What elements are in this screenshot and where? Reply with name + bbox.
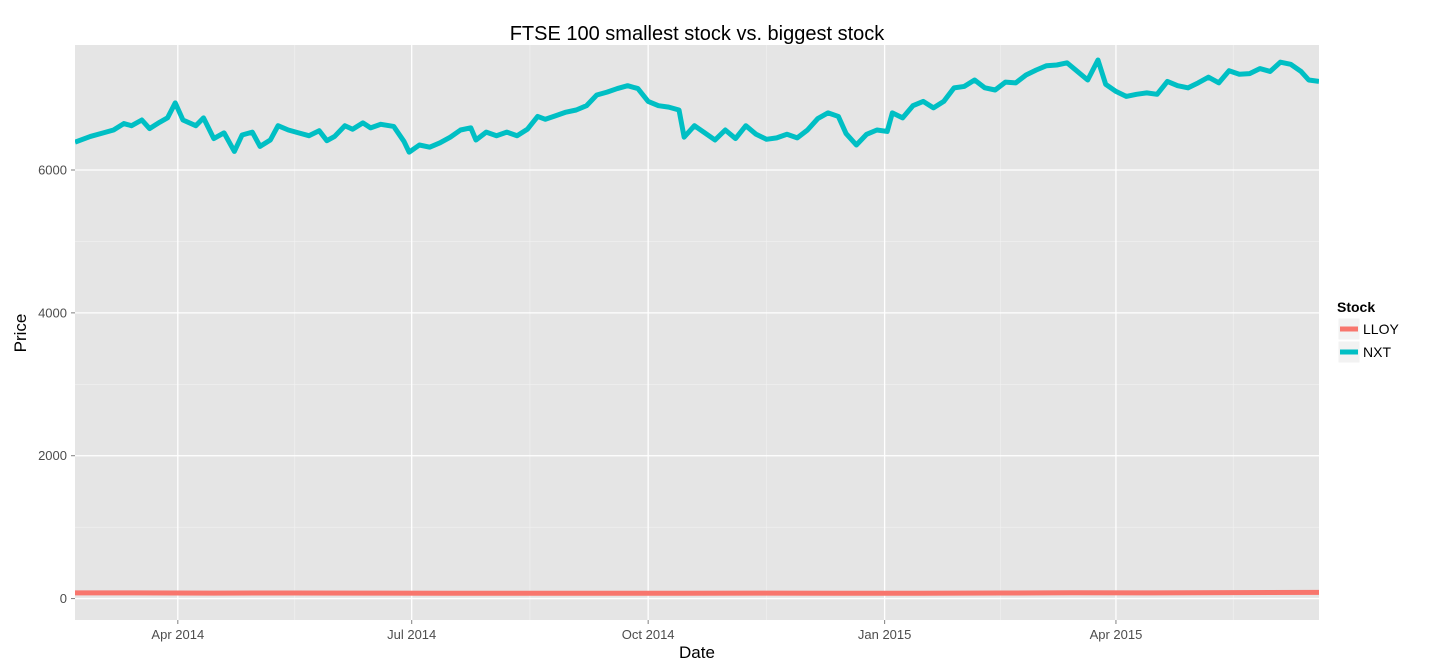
x-tick-label: Jul 2014: [387, 627, 436, 642]
y-tick-label: 4000: [38, 305, 67, 320]
y-tick-label: 6000: [38, 163, 67, 178]
y-tick-label: 0: [60, 591, 67, 606]
x-tick-label: Jan 2015: [858, 627, 912, 642]
x-tick-label: Oct 2014: [622, 627, 675, 642]
x-tick-label: Apr 2014: [151, 627, 204, 642]
y-tick-label: 2000: [38, 448, 67, 463]
series-line-lloy: [75, 589, 1319, 596]
y-axis-title: Price: [11, 314, 30, 353]
y-axis: 0 2000 4000 6000: [38, 163, 75, 606]
legend-items: LLOY NXT: [1337, 317, 1399, 364]
x-tick-label: Apr 2015: [1090, 627, 1143, 642]
major-gridlines: [75, 45, 1319, 620]
x-axis: Apr 2014 Jul 2014 Oct 2014 Jan 2015 Apr 2015: [151, 620, 1142, 642]
plot-background: [75, 45, 1319, 620]
x-axis-title: Date: [679, 643, 715, 662]
series-layer: [75, 57, 1319, 596]
series-line-nxt: [75, 57, 1319, 155]
legend-label-nxt: NXT: [1363, 344, 1391, 360]
legend: Stock LLOY NXT: [1337, 299, 1399, 364]
legend-label-lloy: LLOY: [1363, 321, 1399, 337]
chart-title: FTSE 100 smallest stock vs. biggest stoc…: [510, 23, 886, 45]
legend-title: Stock: [1337, 299, 1375, 315]
